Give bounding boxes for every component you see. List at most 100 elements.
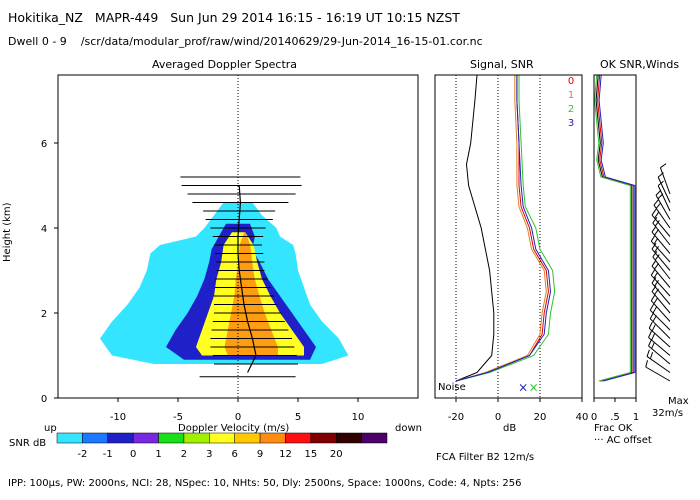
wind-barb-feather: [655, 189, 662, 196]
wind-barb-feather: [648, 330, 652, 338]
wind-barb: [648, 327, 671, 348]
signal-legend-label: 0: [568, 76, 574, 87]
signal-title: Signal, SNR: [470, 58, 534, 71]
wind-barb-feather: [651, 259, 657, 267]
x-tick-label: -10: [110, 412, 126, 423]
wind-barb: [650, 300, 671, 322]
wind-barb-feather: [651, 225, 657, 233]
signal-x-tick-label: -20: [448, 412, 464, 423]
wind-barb-feather: [660, 163, 667, 169]
snr-scale-label: SNR dB: [9, 438, 47, 449]
colorbar-label: 3: [206, 449, 212, 460]
signal-series-line: [455, 75, 556, 382]
ok-title: OK SNR,Winds: [600, 58, 680, 71]
signal-series-line: [455, 75, 549, 382]
signal-series-line: [455, 74, 495, 382]
wind-barb-feather: [653, 297, 659, 304]
colorbar-swatch: [285, 432, 312, 444]
wind-barb: [648, 337, 671, 356]
wind-barb: [648, 345, 671, 365]
wind-barb: [646, 356, 671, 373]
wind-barb-feather: [650, 294, 656, 301]
wind-barb: [645, 366, 671, 382]
wind-barb: [653, 204, 671, 229]
data-file-path: /scr/data/modular_prof/raw/wind/20140629…: [80, 35, 483, 48]
wind-barb-feather: [651, 341, 655, 349]
colorbar-swatch: [209, 432, 235, 444]
frac-ok-line: [595, 74, 633, 382]
wind-barb-feather: [646, 349, 650, 357]
wind-barb-feather: [654, 246, 659, 253]
wind-barb-feather: [655, 202, 662, 209]
colorbar-swatch: [56, 432, 83, 444]
ok-x-tick-label: .5: [610, 412, 620, 423]
down-label: down: [395, 423, 422, 434]
signal-legend-label: 3: [568, 118, 574, 129]
y-tick-label: 2: [41, 309, 47, 320]
spectra-panel: -10 -5 0 5 10 0 2 4 6: [41, 74, 419, 423]
wind-barb-feather: [651, 208, 657, 216]
colorbar-swatch: [107, 432, 134, 444]
max-wind-label: Max: [668, 396, 689, 407]
wind-barb-feather: [654, 212, 659, 219]
wind-barb-feather: [649, 351, 654, 359]
colorbar-swatch: [259, 432, 286, 444]
radar-parameters: IPP: 100µs, PW: 2000ns, NCI: 28, NSpec: …: [8, 478, 522, 489]
signal-x-tick-label: 0: [495, 412, 501, 423]
noise-marker: ×: [518, 380, 528, 394]
wind-barb-feather: [651, 242, 657, 250]
wind-barb: [650, 240, 671, 263]
wind-barb-feather: [654, 220, 660, 227]
colorbar-label: 12: [279, 449, 292, 460]
signal-x-tick-label: 20: [534, 412, 547, 423]
wind-barb-feather: [651, 276, 657, 284]
colorbar-swatch: [183, 432, 210, 444]
wind-barb-feather: [654, 254, 660, 261]
colorbar-label: 15: [304, 449, 317, 460]
y-tick-label: 6: [41, 139, 47, 150]
colorbar-label: -2: [77, 449, 87, 460]
ok-x-tick-label: 1: [633, 412, 639, 423]
noise-label: Noise: [438, 382, 466, 393]
frac-ok-line: [598, 74, 636, 382]
noise-marker: ×: [529, 380, 539, 394]
x-tick-label: 10: [352, 412, 365, 423]
wind-barb-feather: [650, 269, 656, 276]
wind-barb: [657, 176, 671, 203]
signal-legend-label: 1: [568, 90, 574, 101]
wind-barb: [652, 256, 671, 280]
frac-ok-line: [594, 74, 631, 382]
wind-barb: [651, 214, 671, 237]
ok-x-tick-label: 0: [591, 412, 597, 423]
wind-barb: [651, 282, 671, 305]
ac-offset-label: ··· AC offset: [594, 435, 652, 446]
ok-panel: 0.5 1: [591, 74, 671, 423]
colorbar-swatch: [234, 432, 261, 444]
signal-series-line: [455, 75, 547, 382]
x-tick-label: 5: [295, 412, 301, 423]
x-axis-label: Doppler Velocity (m/s): [178, 423, 290, 434]
wind-barb-feather: [654, 280, 659, 287]
colorbar-label: 2: [181, 449, 187, 460]
colorbar-label: 1: [155, 449, 161, 460]
header-line-2: Dwell 0 - 9 /scr/data/modular_prof/raw/w…: [8, 35, 483, 48]
y-tick-label: 0: [41, 394, 47, 405]
colorbar-swatch: [132, 432, 159, 444]
wind-barb: [649, 309, 671, 331]
wind-barb-feather: [650, 235, 656, 242]
wind-barb: [651, 291, 671, 314]
site-name: Hokitika_NZ: [8, 10, 83, 25]
signal-frame: [434, 74, 583, 399]
frac-ok-line: [597, 74, 634, 382]
wind-barb-feather: [653, 237, 659, 245]
wind-barb-feather: [654, 229, 659, 236]
radar-name: MAPR-449: [94, 10, 159, 25]
wind-barb: [651, 265, 671, 288]
wind-barb-feather: [653, 271, 659, 279]
header-line-1: Hokitika_NZ MAPR-449 Sun Jun 29 2014 16:…: [8, 10, 460, 25]
colorbar-swatch: [158, 432, 185, 444]
wind-barb: [651, 231, 671, 254]
wind-barb-feather: [653, 199, 659, 206]
colorbar-swatch: [82, 432, 109, 444]
wind-barb-feather: [651, 324, 656, 332]
